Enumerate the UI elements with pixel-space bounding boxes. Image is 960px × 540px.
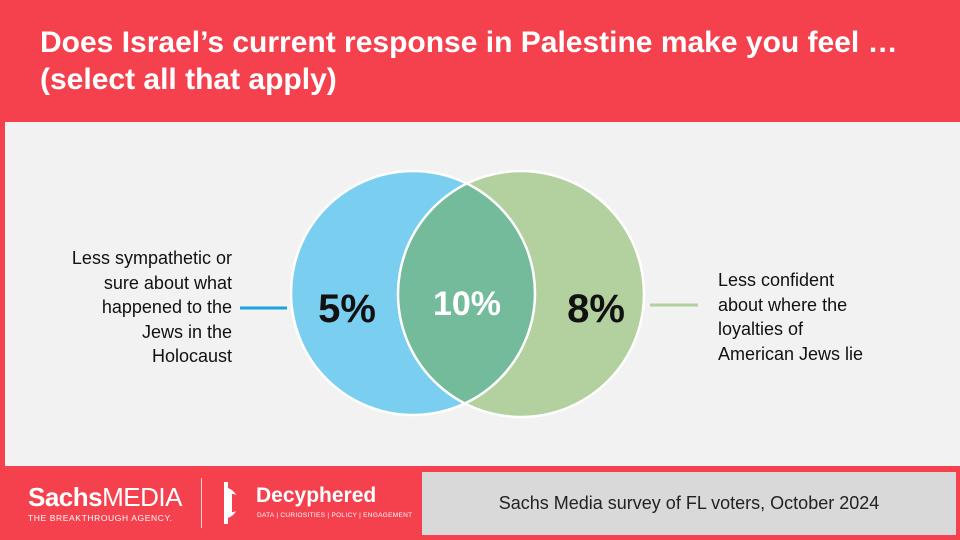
left-label-line: happened to the xyxy=(101,297,232,317)
left-value: 5% xyxy=(318,287,376,331)
overlap-region xyxy=(398,171,535,415)
right-label-line: loyalties of xyxy=(718,319,804,339)
sachs-media-logo: SachsMEDIA THE BREAKTHROUGH AGENCY. xyxy=(28,483,182,523)
left-set-label: Less sympathetic or sure about what happ… xyxy=(20,246,232,369)
decyphered-tagline: DATA | CURIOSITIES | POLICY | ENGAGEMENT xyxy=(257,512,413,519)
left-label-line: Jews in the xyxy=(141,321,232,342)
right-circle-outline xyxy=(396,169,646,419)
slide-title: Does Israel’s current response in Palest… xyxy=(40,26,898,96)
left-label-line: sure about what xyxy=(103,272,232,293)
decyphered-mark-icon xyxy=(224,482,242,524)
sachs-wordmark-rest: MEDIA xyxy=(102,482,182,512)
left-label-line: Less sympathetic or xyxy=(71,248,232,268)
right-value: 8% xyxy=(567,287,625,331)
decyphered-wordmark: Decyphered xyxy=(256,484,377,507)
right-label-line: Less confident xyxy=(718,270,835,290)
left-label-line: Holocaust xyxy=(151,346,232,366)
header-band: Does Israel’s current response in Palest… xyxy=(0,0,960,122)
source-box: Sachs Media survey of FL voters, October… xyxy=(422,472,956,535)
footer-logos: SachsMEDIA THE BREAKTHROUGH AGENCY. Decy… xyxy=(0,466,420,540)
source-note: Sachs Media survey of FL voters, October… xyxy=(498,493,880,513)
right-label-line: about where the xyxy=(718,294,848,315)
left-circle-outline xyxy=(289,169,537,417)
overlap-value: 10% xyxy=(433,285,501,323)
right-label-line: American Jews lie xyxy=(718,343,864,364)
sachs-tagline: THE BREAKTHROUGH AGENCY. xyxy=(28,513,173,523)
right-set-label: Less confident about where the loyalties… xyxy=(718,268,938,366)
logo-divider xyxy=(201,478,202,528)
sachs-wordmark-bold: Sachs xyxy=(28,482,103,512)
sachs-media-wordmark: SachsMEDIA xyxy=(28,483,182,511)
